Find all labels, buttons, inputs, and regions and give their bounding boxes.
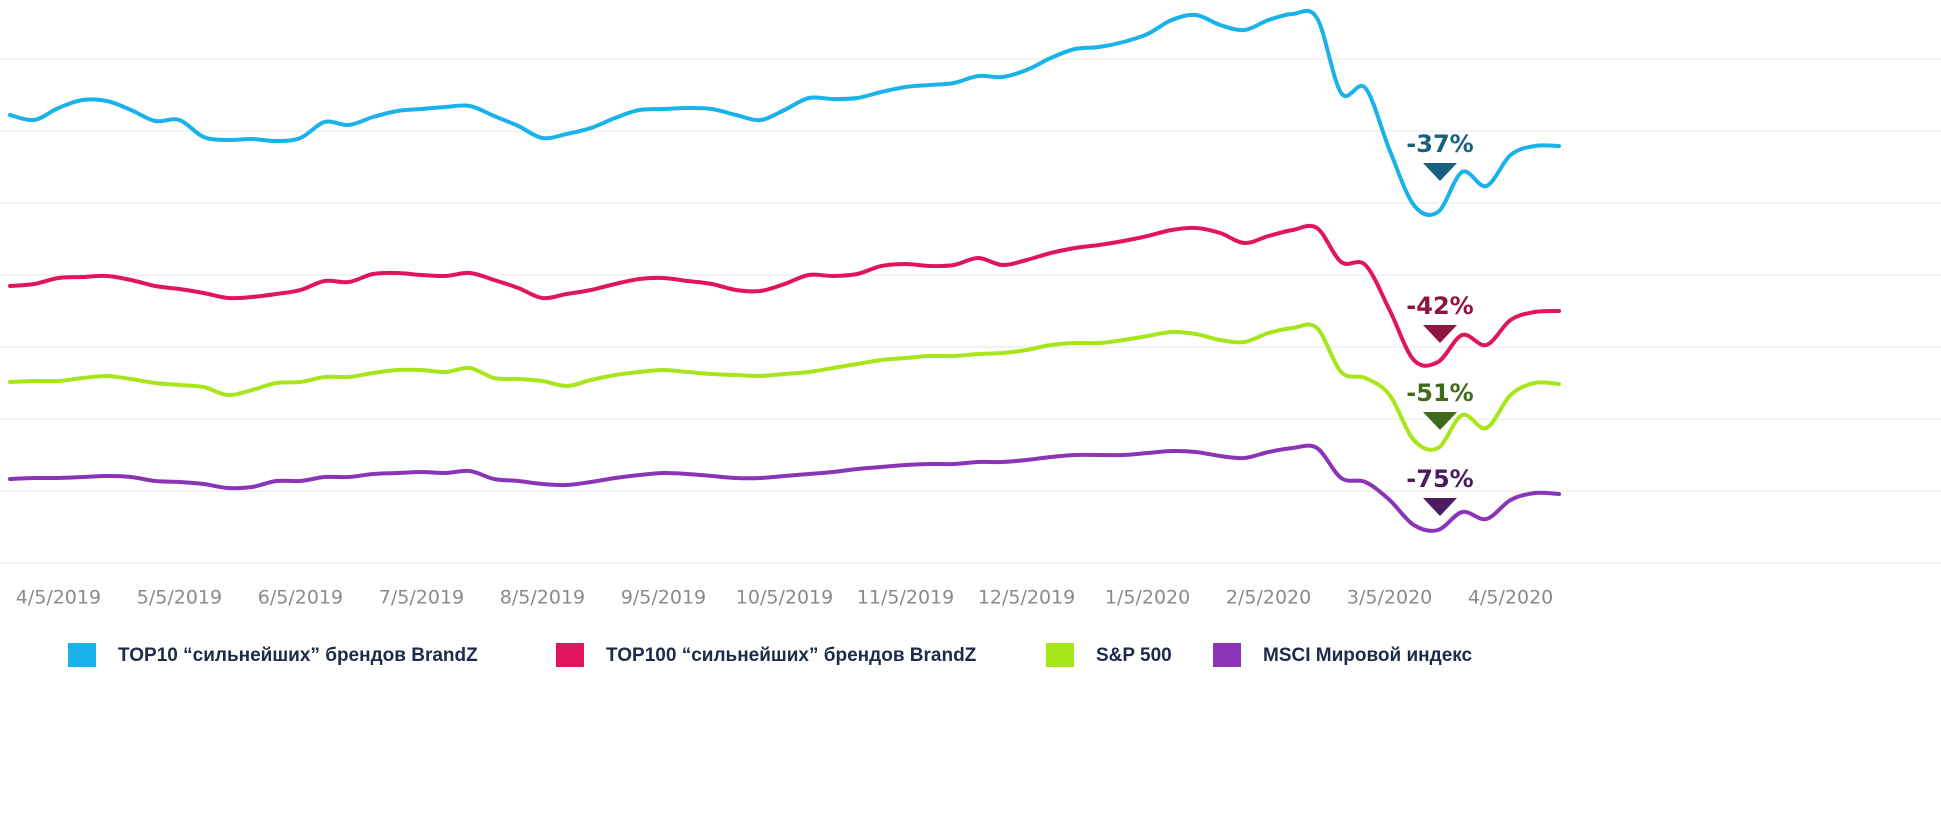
annotation: -51% [1406,379,1473,407]
series-line [8,8,1561,217]
legend-label: TOP10 “сильнейших” брендов BrandZ [118,645,478,666]
annotation: -75% [1406,465,1473,493]
x-tick-label: 3/5/2020 [1347,587,1432,609]
series-line [8,322,1561,452]
legend-swatch [1046,643,1074,667]
annotation: -37% [1406,130,1473,158]
legend-swatch [68,643,96,667]
series-line [8,223,1561,368]
x-tick-label: 7/5/2019 [379,587,464,609]
x-tick-label: 8/5/2019 [500,587,585,609]
x-tick-label: 1/5/2020 [1105,587,1190,609]
annotation-arrow [1423,412,1457,430]
legend-label: S&P 500 [1096,645,1172,666]
legend-label: MSCI Мировой индекс [1263,645,1473,666]
x-tick-label: 6/5/2019 [258,587,343,609]
annotation-arrow [1423,498,1457,516]
annotation-arrow [1423,163,1457,181]
annotation-arrow [1423,325,1457,343]
x-tick-label: 4/5/2020 [1468,587,1553,609]
x-tick-label: 10/5/2019 [736,587,833,609]
x-tick-label: 12/5/2019 [978,587,1075,609]
x-tick-label: 2/5/2020 [1226,587,1311,609]
x-tick-label: 11/5/2019 [857,587,954,609]
annotation: -42% [1406,292,1473,320]
legend-swatch [556,643,584,667]
x-tick-label: 9/5/2019 [621,587,706,609]
legend-label: TOP100 “сильнейших” брендов BrandZ [606,645,977,666]
legend-swatch [1213,643,1241,667]
x-tick-label: 5/5/2019 [137,587,222,609]
series-line [8,443,1561,533]
x-tick-label: 4/5/2019 [16,587,101,609]
